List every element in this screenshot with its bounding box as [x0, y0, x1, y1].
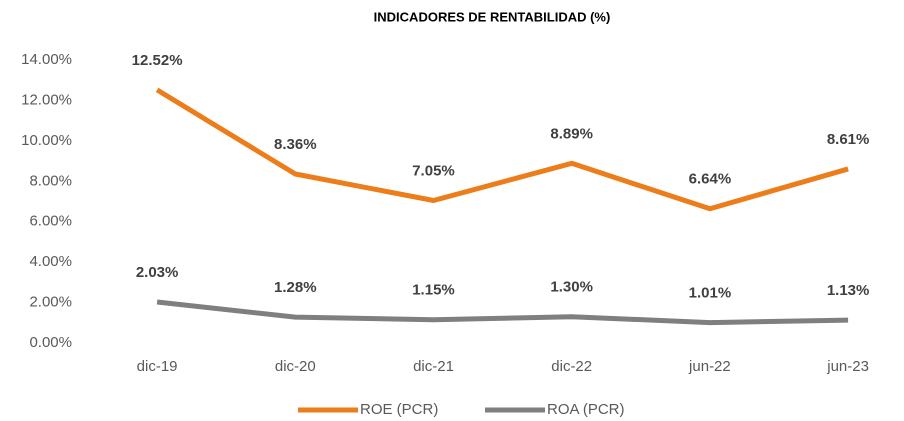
x-tick-label: jun-23 [826, 358, 869, 375]
y-tick-label: 0.00% [29, 334, 72, 351]
legend-label: ROE (PCR) [360, 401, 438, 418]
data-label: 8.36% [274, 136, 317, 153]
x-tick-label: dic-21 [413, 358, 454, 375]
data-label: 8.89% [550, 125, 593, 142]
legend-label: ROA (PCR) [547, 401, 625, 418]
data-label: 8.61% [827, 131, 870, 148]
data-label: 12.52% [132, 52, 183, 69]
data-label: 1.15% [412, 282, 455, 299]
x-tick-label: dic-19 [137, 358, 178, 375]
y-tick-label: 10.00% [21, 132, 72, 149]
x-tick-label: jun-22 [688, 358, 731, 375]
data-label: 2.03% [136, 264, 179, 281]
x-tick-label: dic-22 [551, 358, 592, 375]
series-line [156, 299, 849, 326]
y-tick-label: 14.00% [21, 51, 72, 68]
x-tick-label: dic-20 [275, 358, 316, 375]
y-tick-label: 6.00% [29, 213, 72, 230]
data-label: 7.05% [412, 162, 455, 179]
series-line [155, 87, 849, 212]
data-label: 1.30% [550, 279, 593, 296]
data-label: 1.28% [274, 279, 317, 296]
y-tick-label: 8.00% [29, 172, 72, 189]
chart-title: INDICADORES DE RENTABILIDAD (%) [374, 9, 611, 24]
y-tick-label: 2.00% [29, 294, 72, 311]
y-tick-label: 4.00% [29, 253, 72, 270]
data-label: 1.01% [689, 285, 732, 302]
y-tick-label: 12.00% [21, 91, 72, 108]
data-label: 1.13% [827, 282, 870, 299]
data-label: 6.64% [689, 171, 732, 188]
